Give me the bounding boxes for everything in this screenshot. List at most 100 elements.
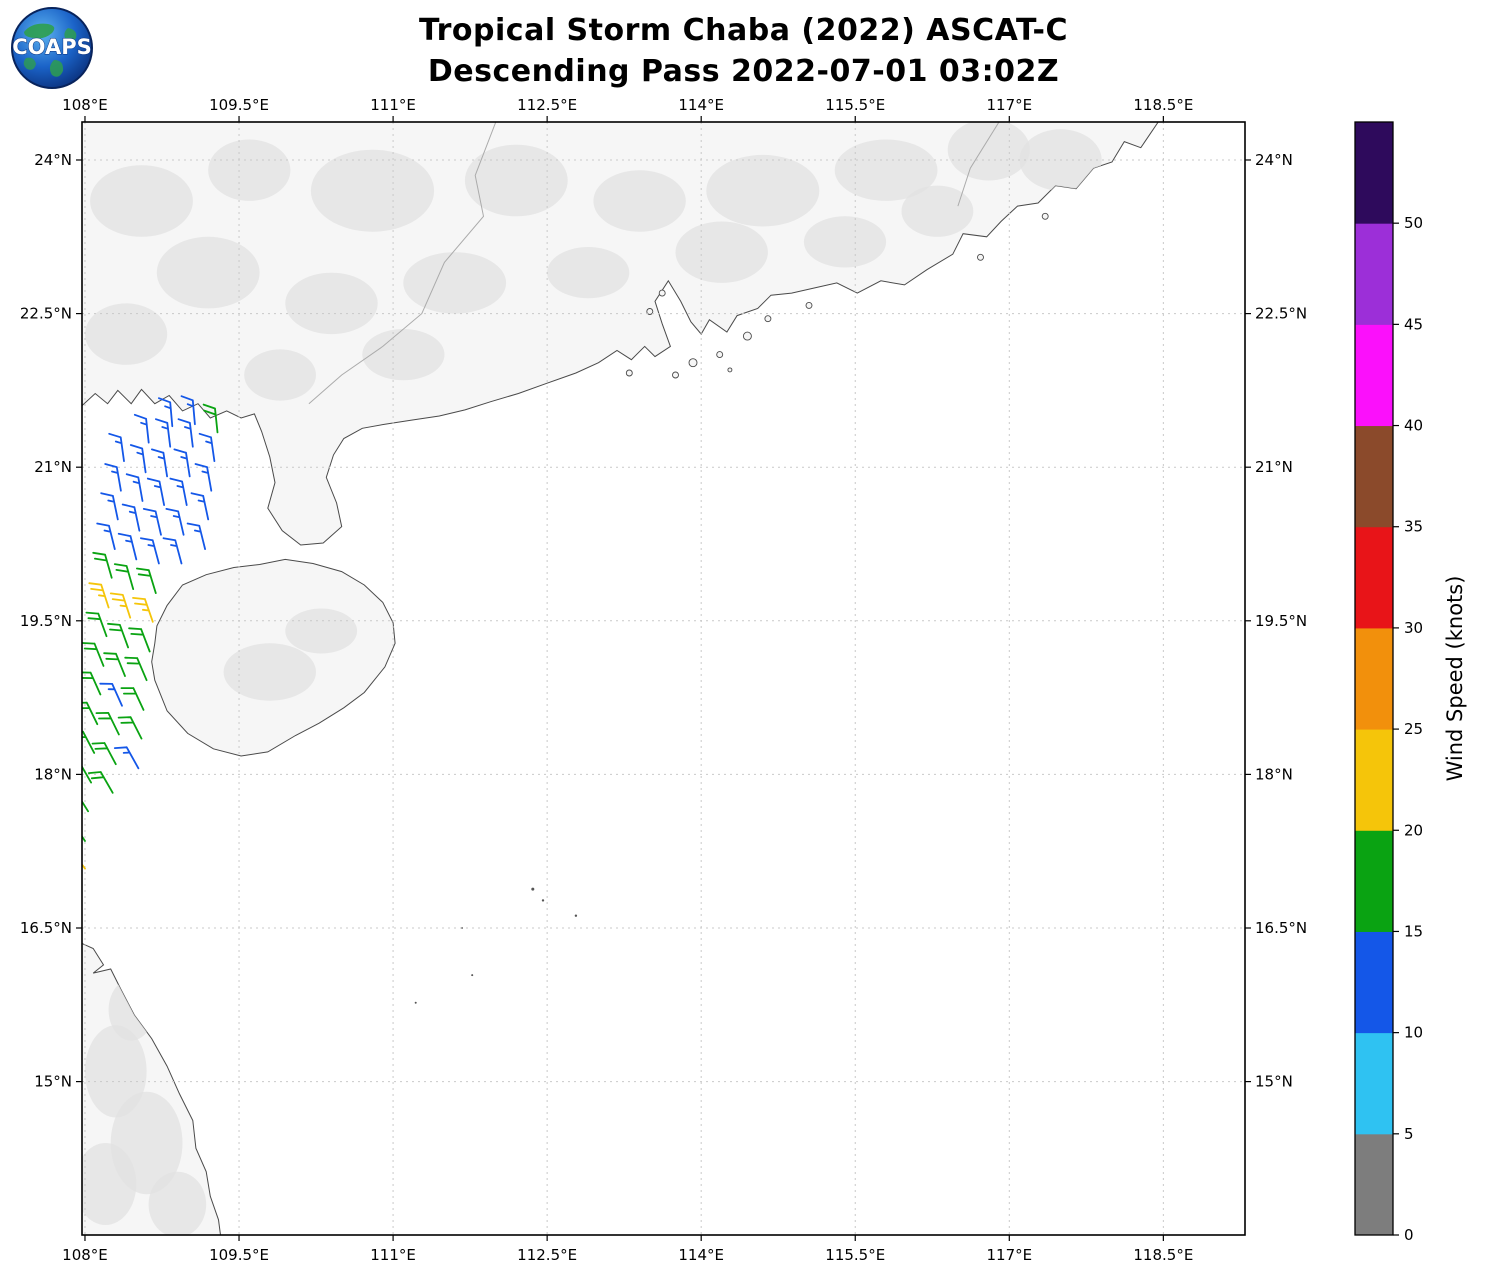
wind-barb xyxy=(133,413,150,444)
x-tick-label-top: 111°E xyxy=(370,96,416,114)
colorbar-segment xyxy=(1355,223,1393,325)
islet-speck xyxy=(471,974,474,977)
colorbar-tick-label: 25 xyxy=(1404,720,1423,738)
x-tick-label-bottom: 111°E xyxy=(370,1246,416,1264)
y-tick-label-right: 16.5°N xyxy=(1255,919,1307,937)
island xyxy=(742,331,752,341)
wind-barb xyxy=(82,701,99,726)
colorbar-segment xyxy=(1355,425,1393,528)
figure-title-line1: Tropical Storm Chaba (2022) ASCAT-C xyxy=(418,13,1069,48)
wind-barb xyxy=(194,463,213,492)
x-tick-label-top: 109.5°E xyxy=(209,96,269,114)
wind-barb xyxy=(120,687,145,711)
wind-barb xyxy=(117,716,143,740)
x-tick-label-top: 108°E xyxy=(62,96,108,114)
x-tick-label-top: 117°E xyxy=(986,96,1032,114)
y-tick-label-right: 21°N xyxy=(1255,458,1293,476)
wind-barb xyxy=(82,799,89,813)
wind-barb xyxy=(140,537,160,565)
colorbar-segment xyxy=(1355,830,1393,932)
logo-landmass-north xyxy=(24,23,55,39)
x-tick-label-bottom: 114°E xyxy=(678,1246,724,1264)
wind-barb xyxy=(124,656,148,682)
colorbar-tick-label: 35 xyxy=(1404,518,1423,536)
wind-barb xyxy=(82,730,96,754)
logo-text: COAPS xyxy=(12,35,91,59)
islet-speck xyxy=(541,899,545,902)
wind-barb xyxy=(186,522,206,550)
colorbar-segment xyxy=(1355,122,1393,224)
islet-speck xyxy=(531,887,535,891)
colorbar-segment xyxy=(1355,526,1393,629)
wind-barb xyxy=(177,418,194,448)
wind-barb xyxy=(104,463,122,492)
wind-barb xyxy=(95,712,120,736)
colorbar-tick-label: 10 xyxy=(1404,1024,1423,1042)
y-tick-label-right: 18°N xyxy=(1255,765,1293,783)
wind-barb xyxy=(92,551,113,579)
islet-speck xyxy=(574,914,578,917)
wind-barb xyxy=(125,473,144,502)
island xyxy=(764,315,772,323)
island xyxy=(1041,212,1049,220)
colorbar-segment xyxy=(1355,1133,1393,1236)
wind-barb xyxy=(129,444,147,474)
province-border-line xyxy=(957,122,1000,207)
wind-barb xyxy=(169,477,188,506)
wind-barb xyxy=(88,582,110,609)
wind-barb xyxy=(85,611,108,638)
y-tick-label-left: 15°N xyxy=(34,1073,72,1091)
wind-barb xyxy=(82,671,102,696)
colorbar-tick-label: 0 xyxy=(1404,1226,1414,1244)
x-tick-label-bottom: 118.5°E xyxy=(1133,1246,1193,1264)
colorbar-border xyxy=(1354,121,1394,1236)
islet-speck xyxy=(414,1001,417,1004)
island xyxy=(625,369,633,377)
wind-barb xyxy=(108,432,125,462)
y-tick-label-left: 24°N xyxy=(34,151,72,169)
colorbar-tick-label: 5 xyxy=(1404,1125,1414,1143)
x-tick-label-bottom: 112.5°E xyxy=(517,1246,577,1264)
gridlines xyxy=(82,122,1245,1235)
wind-barb xyxy=(146,477,165,506)
colorbar-segment xyxy=(1355,627,1393,730)
wind-barb xyxy=(113,746,140,770)
colorbar-tick-label: 50 xyxy=(1404,214,1423,232)
x-tick-label-top: 115.5°E xyxy=(825,96,885,114)
island xyxy=(727,367,733,373)
coaps-logo: COAPS xyxy=(11,7,93,89)
y-tick-label-left: 16.5°N xyxy=(20,919,72,937)
x-tick-label-top: 118.5°E xyxy=(1133,96,1193,114)
colorbar-segment xyxy=(1355,931,1393,1034)
province-border-line xyxy=(308,122,497,405)
wind-barb xyxy=(173,448,191,478)
wind-barb xyxy=(162,537,183,565)
plot-border xyxy=(81,121,1246,1236)
y-tick-label-left: 21°N xyxy=(34,458,72,476)
terrain-shading xyxy=(82,122,1102,1235)
colorbar-tick-label: 45 xyxy=(1404,315,1423,333)
wind-barb xyxy=(165,508,185,536)
colorbar-axis-label: Wind Speed (knots) xyxy=(1443,576,1467,782)
x-tick-label-bottom: 109.5°E xyxy=(209,1246,269,1264)
wind-barb xyxy=(132,597,154,623)
x-tick-label-top: 112.5°E xyxy=(517,96,577,114)
wind-barbs xyxy=(82,395,219,870)
x-tick-label-bottom: 108°E xyxy=(62,1246,108,1264)
y-tick-label-left: 18°N xyxy=(34,765,72,783)
island xyxy=(672,371,679,379)
colorbar-tick-label: 40 xyxy=(1404,417,1423,435)
wind-barb xyxy=(96,522,116,550)
wind-barb xyxy=(180,395,196,426)
wind-barb xyxy=(190,492,210,521)
colorbar-segment xyxy=(1355,324,1393,427)
wind-barb xyxy=(151,448,168,478)
colorbar-segment xyxy=(1355,729,1393,831)
wind-barb xyxy=(107,622,129,649)
y-tick-label-left: 22.5°N xyxy=(20,305,72,323)
wind-barb xyxy=(82,765,92,784)
wind-barb xyxy=(158,397,174,428)
island xyxy=(805,301,813,309)
wind-barb xyxy=(142,508,162,536)
